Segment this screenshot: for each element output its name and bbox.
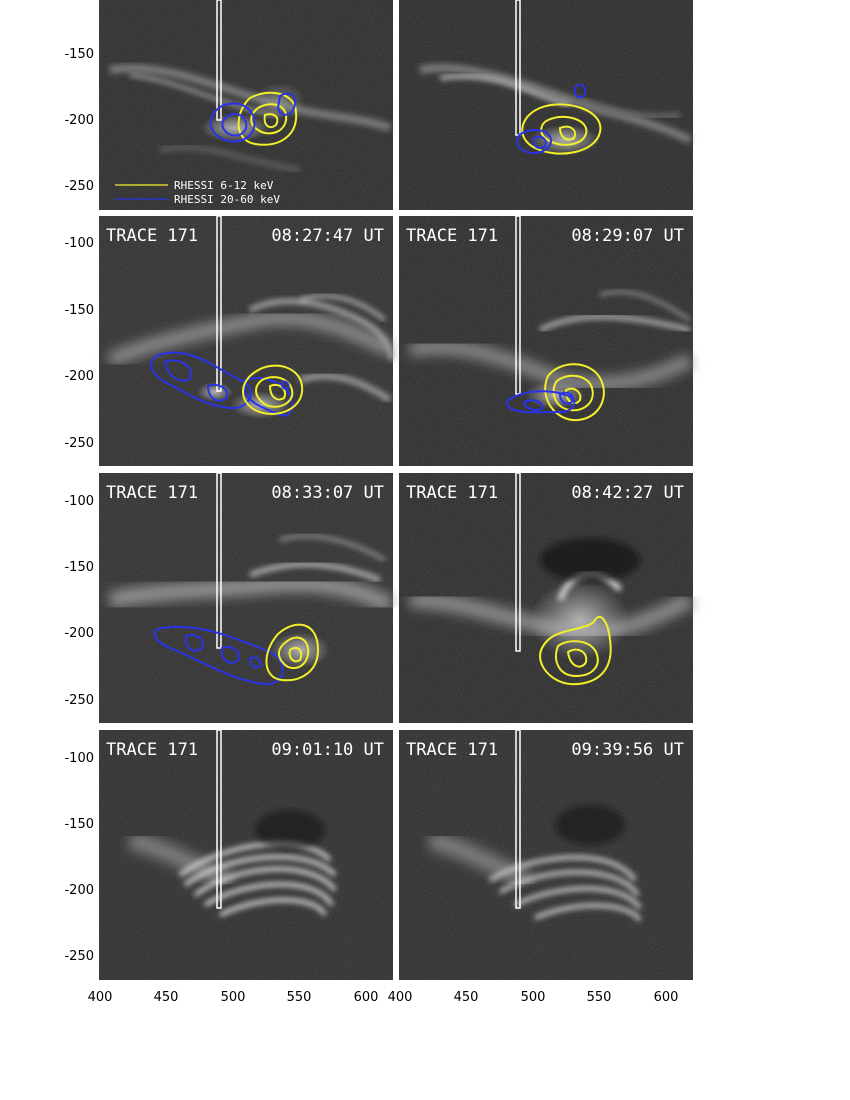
x-tick-label: 500 (521, 990, 546, 1005)
x-axis-labels: 400 450 500 550 600 400 450 500 550 600 (88, 990, 679, 1005)
panel-row-1: RHESSI 6-12 keV RHESSI 20-60 keV (99, 0, 693, 210)
legend-label-low: RHESSI 6-12 keV (174, 179, 274, 192)
timestamp-label: 08:42:27 UT (571, 483, 684, 503)
y-tick-label: -250 (64, 179, 94, 194)
x-tick-label: 500 (221, 990, 246, 1005)
image-panel-8 (399, 730, 693, 980)
x-tick-label: 550 (287, 990, 312, 1005)
y-tick-label: -150 (64, 303, 94, 318)
slit-marker (515, 472, 521, 652)
y-tick-label: -100 (64, 494, 94, 509)
contours-panel-5 (153, 623, 320, 686)
y-tick-label: -100 (64, 751, 94, 766)
image-panel-5 (99, 473, 394, 723)
image-panel-6 (399, 473, 694, 723)
slit-marker (216, 215, 222, 392)
image-panel-3 (99, 216, 395, 466)
contours-panel-2 (516, 83, 602, 155)
slit-marker (515, 729, 521, 909)
x-tick-label: 400 (388, 990, 413, 1005)
x-tick-label: 450 (454, 990, 479, 1005)
y-tick-label: -150 (64, 817, 94, 832)
y-tick-label: -250 (64, 693, 94, 708)
image-panel-2 (399, 0, 693, 210)
panel-row-2: TRACE 171 08:27:47 UT TRACE 171 08:29:07… (99, 215, 694, 466)
instrument-label: TRACE 171 (106, 740, 198, 760)
y-tick-label: -200 (64, 113, 94, 128)
y-tick-label: -200 (64, 369, 94, 384)
x-tick-label: 600 (354, 990, 379, 1005)
image-panel-4 (399, 216, 694, 466)
instrument-label: TRACE 171 (106, 483, 198, 503)
contours-panel-6 (538, 615, 612, 686)
panel-row-3: TRACE 171 08:33:07 UT TRACE 171 08:42:27… (99, 472, 694, 723)
y-tick-label: -150 (64, 560, 94, 575)
x-tick-label: 450 (154, 990, 179, 1005)
timestamp-label: 09:01:10 UT (271, 740, 384, 760)
slit-marker (216, 729, 222, 909)
slit-marker (515, 0, 521, 136)
legend: RHESSI 6-12 keV RHESSI 20-60 keV (115, 179, 280, 206)
instrument-label: TRACE 171 (106, 226, 198, 246)
panel-row-4: TRACE 171 09:01:10 UT TRACE 171 09:39:56… (99, 729, 693, 980)
contours-panel-4 (505, 363, 605, 422)
x-tick-label: 550 (587, 990, 612, 1005)
timestamp-label: 08:29:07 UT (571, 226, 684, 246)
contours-panel-1 (209, 91, 298, 146)
contours-panel-3 (150, 351, 304, 417)
y-tick-label: -250 (64, 436, 94, 451)
y-tick-label: -150 (64, 47, 94, 62)
y-tick-label: -200 (64, 883, 94, 898)
slit-marker (515, 215, 521, 395)
y-tick-label: -200 (64, 626, 94, 641)
y-tick-label: -250 (64, 949, 94, 964)
x-tick-label: 400 (88, 990, 113, 1005)
slit-marker (216, 0, 222, 121)
instrument-label: TRACE 171 (406, 226, 498, 246)
x-tick-label: 600 (654, 990, 679, 1005)
timestamp-label: 08:27:47 UT (271, 226, 384, 246)
instrument-label: TRACE 171 (406, 483, 498, 503)
timestamp-label: 09:39:56 UT (571, 740, 684, 760)
timestamp-label: 08:33:07 UT (271, 483, 384, 503)
slit-marker (216, 472, 222, 649)
instrument-label: TRACE 171 (406, 740, 498, 760)
legend-label-high: RHESSI 20-60 keV (174, 193, 280, 206)
y-axis-labels: -150 -200 -250 -100 -150 -200 -250 -100 … (64, 47, 94, 964)
y-tick-label: -100 (64, 236, 94, 251)
image-panel-7 (99, 730, 393, 980)
